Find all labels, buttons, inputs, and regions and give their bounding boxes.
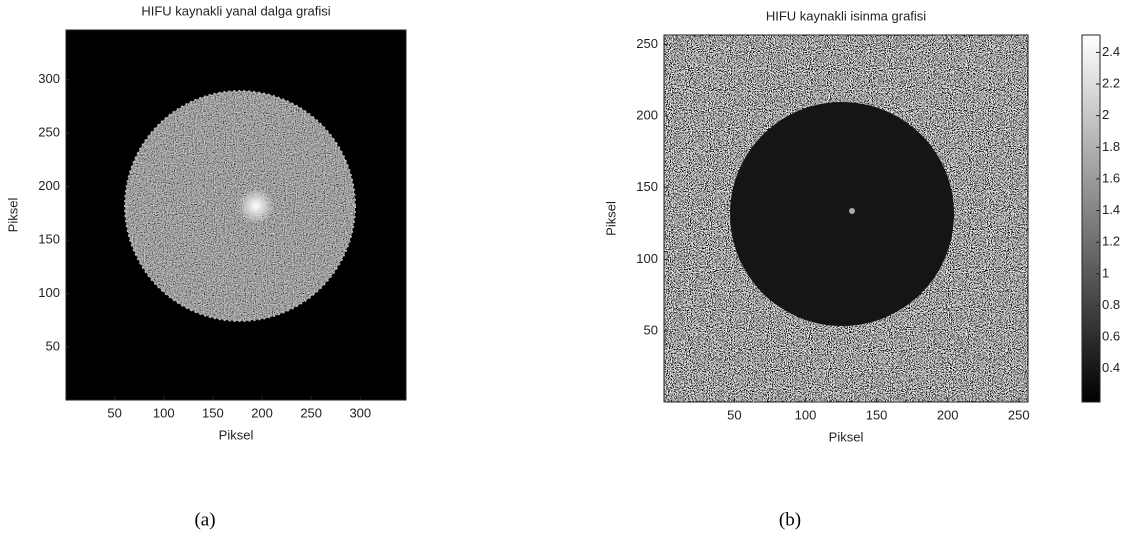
colorbar-tick-label: 1.2	[1102, 234, 1120, 249]
y-tick-label: 250	[636, 36, 658, 51]
x-tick-label: 250	[1008, 407, 1030, 422]
caption: (b)	[779, 509, 801, 530]
colorbar-tick-label: 2.2	[1102, 75, 1120, 90]
x-tick-label: 50	[727, 407, 741, 422]
y-tick-label: 50	[644, 322, 658, 337]
y-tick-label: 200	[38, 178, 60, 193]
x-tick-label: 150	[866, 407, 888, 422]
x-tick-label: 200	[937, 407, 959, 422]
colorbar-tick-label: 2	[1102, 107, 1109, 122]
y-tick-label: 50	[46, 339, 60, 354]
y-axis-label: Piksel	[5, 198, 20, 233]
colorbar-tick-label: 1	[1102, 265, 1109, 280]
y-tick-label: 150	[38, 232, 60, 247]
x-tick-label: 150	[202, 405, 224, 420]
colorbar-tick-label: 0.8	[1102, 297, 1120, 312]
x-tick-label: 300	[349, 405, 371, 420]
colorbar-tick-label: 2.4	[1102, 44, 1120, 59]
image-b	[664, 35, 1028, 402]
colorbar-tick-label: 1.6	[1102, 170, 1120, 185]
x-axis-label: Piksel	[219, 427, 254, 442]
x-axis-label: Piksel	[829, 429, 864, 444]
colorbar-tick-label: 0.4	[1102, 360, 1120, 375]
colorbar-tick-label: 1.4	[1102, 202, 1120, 217]
image-a	[66, 30, 406, 400]
x-tick-label: 50	[107, 405, 121, 420]
y-tick-label: 100	[38, 285, 60, 300]
caption: (a)	[194, 509, 215, 530]
colorbar-tick-label: 0.6	[1102, 329, 1120, 344]
y-axis-label: Piksel	[603, 201, 618, 236]
axes-frame	[65, 29, 407, 401]
x-tick-label: 100	[153, 405, 175, 420]
axes-frame	[663, 34, 1029, 403]
y-tick-label: 200	[636, 107, 658, 122]
chart-title: HIFU kaynakli isinma grafisi	[766, 8, 926, 23]
x-tick-label: 200	[251, 405, 273, 420]
x-tick-label: 100	[795, 407, 817, 422]
y-tick-label: 100	[636, 251, 658, 266]
colorbar-tick-label: 1.8	[1102, 139, 1120, 154]
x-tick-label: 250	[300, 405, 322, 420]
chart-title: HIFU kaynakli yanal dalga grafisi	[141, 3, 330, 18]
y-tick-label: 150	[636, 179, 658, 194]
colorbar	[1081, 34, 1101, 403]
y-tick-label: 250	[38, 125, 60, 140]
y-tick-label: 300	[38, 71, 60, 86]
